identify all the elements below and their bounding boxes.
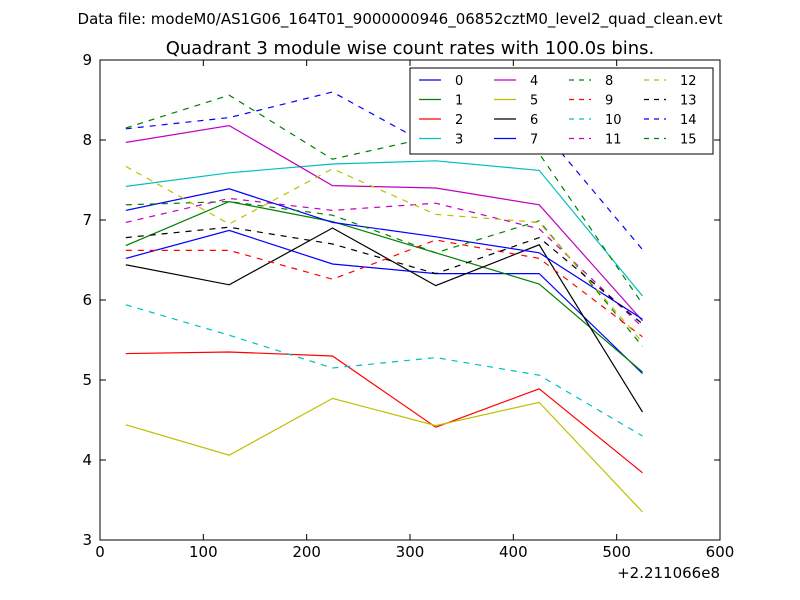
legend-label-15: 15 <box>680 133 697 148</box>
chart-title: Quadrant 3 module wise count rates with … <box>166 38 655 59</box>
y-tick-label: 3 <box>82 531 92 549</box>
x-tick-label: 0 <box>95 543 105 561</box>
series-line-7 <box>125 188 643 320</box>
legend-label-9: 9 <box>605 94 613 109</box>
x-tick-label: 100 <box>189 543 218 561</box>
series-line-3 <box>125 160 643 297</box>
y-tick-label: 8 <box>82 131 92 149</box>
series-line-2 <box>125 351 643 474</box>
legend-label-14: 14 <box>680 113 697 128</box>
x-tick-label: 200 <box>292 543 321 561</box>
legend-label-7: 7 <box>530 133 538 148</box>
legend-label-3: 3 <box>455 133 463 148</box>
legend-label-6: 6 <box>530 113 538 128</box>
figure-suptitle: Data file: modeM0/AS1G06_164T01_90000009… <box>78 10 723 29</box>
series-line-12 <box>125 165 643 343</box>
y-tick-label: 7 <box>82 211 92 229</box>
legend-label-11: 11 <box>605 133 622 148</box>
legend-label-10: 10 <box>605 113 622 128</box>
legend-label-12: 12 <box>680 74 697 89</box>
series-line-0 <box>125 229 643 375</box>
legend-box <box>409 67 714 155</box>
legend-label-2: 2 <box>455 113 463 128</box>
y-tick-label: 9 <box>82 51 92 69</box>
series-line-11 <box>125 197 643 328</box>
legend-label-8: 8 <box>605 74 613 89</box>
series-line-6 <box>125 227 644 413</box>
series-line-9 <box>125 239 643 338</box>
x-tick-label: 400 <box>499 543 528 561</box>
legend-label-4: 4 <box>530 74 538 89</box>
series-line-15 <box>125 94 643 305</box>
y-tick-label: 4 <box>82 451 92 469</box>
x-tick-label: 300 <box>396 543 425 561</box>
y-tick-label: 6 <box>82 291 92 309</box>
series-line-1 <box>125 200 643 373</box>
series-line-5 <box>125 397 643 513</box>
legend-label-5: 5 <box>530 94 538 109</box>
x-tick-label: 500 <box>602 543 631 561</box>
series-layer <box>125 91 644 513</box>
series-line-4 <box>125 124 643 322</box>
x-offset-label: +2.211066e8 <box>617 564 720 582</box>
x-tick-label: 600 <box>706 543 735 561</box>
y-tick-label: 5 <box>82 371 92 389</box>
legend-label-13: 13 <box>680 94 697 109</box>
series-line-10 <box>125 304 643 437</box>
series-line-13 <box>125 226 643 325</box>
legend-label-0: 0 <box>455 74 463 89</box>
legend-label-1: 1 <box>455 94 463 109</box>
